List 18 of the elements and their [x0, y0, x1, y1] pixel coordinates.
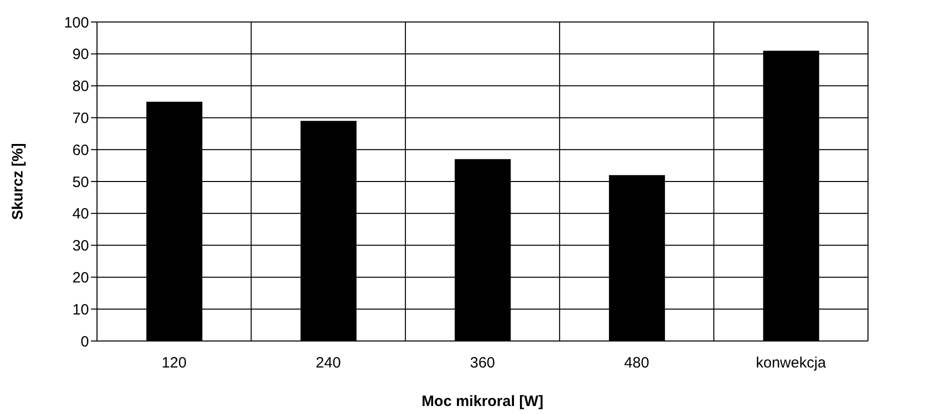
y-tick-label: 70 — [72, 110, 89, 128]
x-tick-label: 360 — [470, 354, 496, 372]
y-tick-label: 30 — [72, 238, 89, 255]
y-tick-label: 10 — [72, 301, 89, 318]
y-tick-label: 40 — [72, 206, 89, 223]
y-tick-label: 50 — [72, 174, 89, 191]
y-axis-title: Skurcz [%] — [9, 143, 26, 220]
x-axis-title: Moc mikroral [W] — [422, 393, 544, 410]
y-tick-label: 90 — [72, 46, 89, 64]
x-tick-label: konwekcja — [756, 354, 827, 372]
y-tick-label: 100 — [64, 14, 89, 32]
y-tick-label: 20 — [72, 270, 89, 287]
x-tick-label: 120 — [162, 354, 187, 372]
y-tick-label: 60 — [72, 142, 89, 159]
y-tick-label: 80 — [72, 78, 89, 96]
x-tick-label: 480 — [624, 354, 650, 372]
x-tick-label: 240 — [316, 354, 341, 372]
y-tick-label: 0 — [80, 333, 89, 350]
